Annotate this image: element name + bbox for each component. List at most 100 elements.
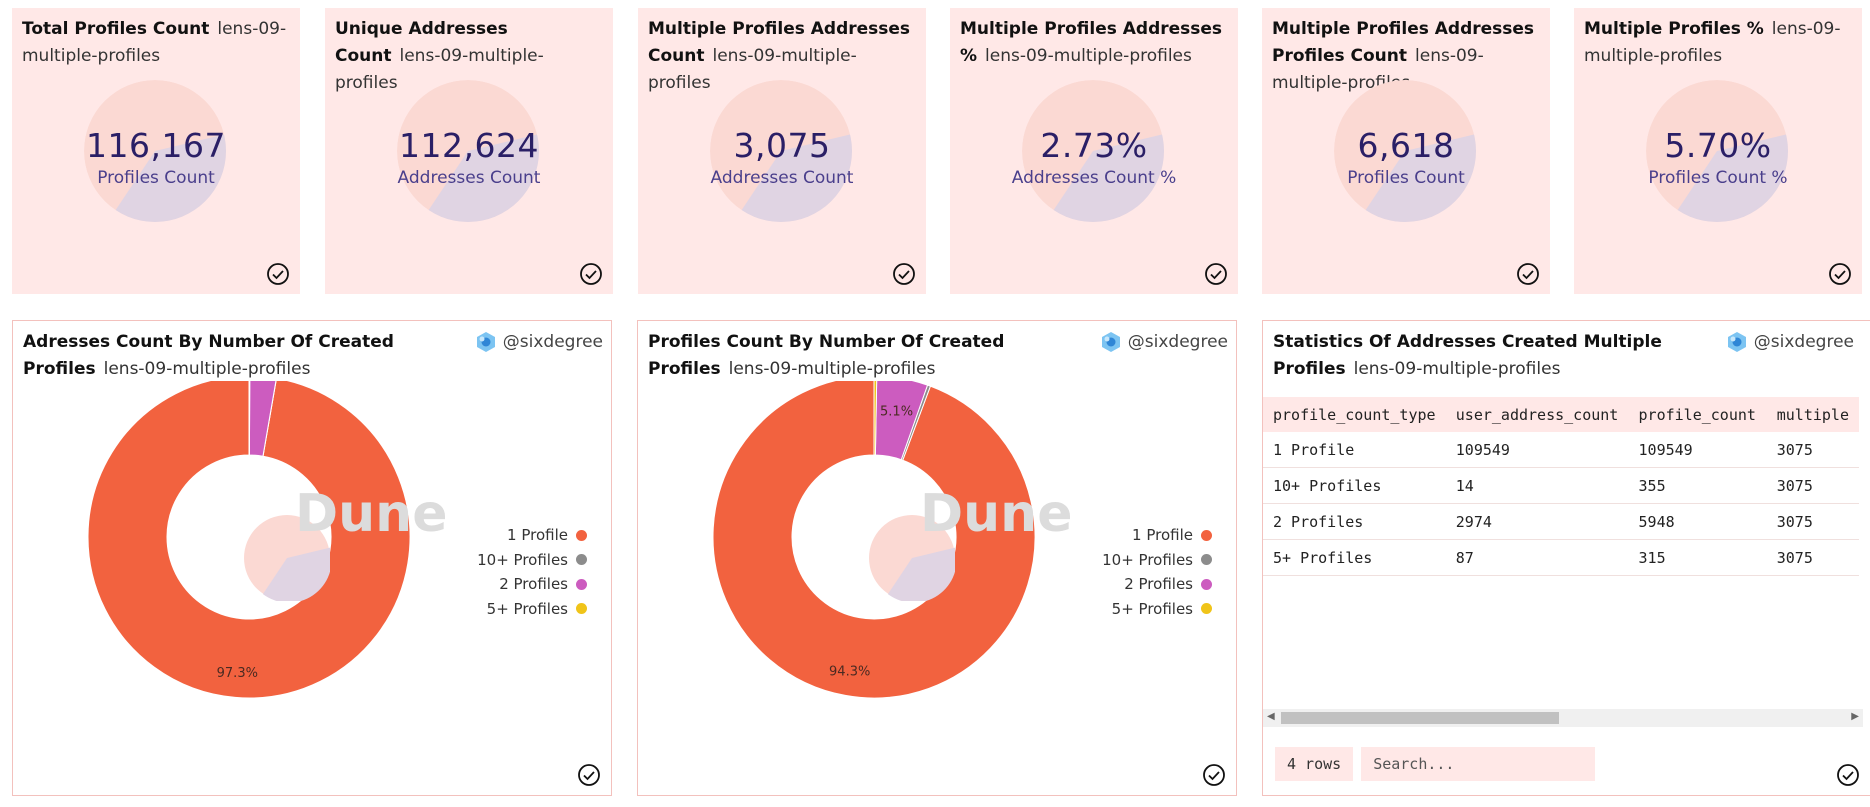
data-label: 97.3%	[217, 666, 258, 681]
table-row[interactable]: 1 Profile 109549 109549 3075	[1263, 432, 1859, 468]
legend-label: 10+ Profiles	[477, 550, 568, 569]
table-cell: 14	[1445, 467, 1629, 504]
table-row[interactable]: 2 Profiles 2974 5948 3075	[1263, 503, 1859, 540]
card-title[interactable]: Multiple Profiles % lens-09-multiple-prof…	[1584, 16, 1854, 70]
check-circle-icon[interactable]	[1204, 262, 1228, 286]
table-cell: 3075	[1766, 467, 1859, 504]
scrollbar-thumb[interactable]	[1281, 712, 1559, 724]
legend-item[interactable]: 5+ Profiles	[477, 597, 587, 622]
donut-slice-1-profile[interactable]	[87, 381, 411, 699]
table-cell: 87	[1445, 539, 1629, 576]
counter-card-multiple-profiles-addresses-pct: Multiple Profiles Addresses % lens-09-mul…	[950, 8, 1238, 294]
query-name-link[interactable]: lens-09-multiple-profiles	[103, 359, 311, 379]
card-title-text: Multiple Profiles Addresses %	[960, 19, 1223, 66]
card-title-text: Profiles Count By Number Of Created Prof…	[648, 332, 1005, 379]
card-title-text: Multiple Profiles Addresses Profiles Cou…	[1272, 19, 1535, 66]
legend-item[interactable]: 10+ Profiles	[477, 548, 587, 573]
query-name-link[interactable]: lens-09-multiple-profiles	[985, 46, 1192, 66]
card-title[interactable]: Profiles Count By Number Of Created Prof…	[648, 329, 1118, 383]
owner-link[interactable]: @sixdegree	[470, 331, 603, 353]
legend-item[interactable]: 5+ Profiles	[1102, 597, 1212, 622]
counter-label: Profiles Count	[97, 168, 215, 188]
check-circle-icon[interactable]	[892, 262, 916, 286]
column-header[interactable]: profile_count	[1628, 397, 1767, 432]
data-table: profile_count_type user_address_count pr…	[1263, 397, 1859, 576]
legend-dot	[576, 554, 587, 566]
card-title[interactable]: Statistics Of Addresses Created Multiple…	[1273, 329, 1713, 383]
table-cell: 2974	[1445, 503, 1629, 540]
query-name-link[interactable]: lens-09-multiple-profiles	[1353, 359, 1561, 379]
card-title[interactable]: Adresses Count By Number Of Created Prof…	[23, 329, 503, 383]
scroll-right-arrow-icon[interactable]: ▶	[1851, 711, 1859, 722]
check-circle-icon[interactable]	[579, 262, 603, 286]
owner-link[interactable]: @sixdegree	[1721, 331, 1854, 353]
avatar-icon	[475, 331, 497, 353]
scroll-left-arrow-icon[interactable]: ◀	[1267, 711, 1275, 722]
table-cell: 3075	[1766, 503, 1859, 540]
donut-slice-5-profiles[interactable]	[248, 381, 251, 456]
card-title-text: Total Profiles Count	[22, 19, 210, 39]
row-count-badge: 4 rows	[1275, 747, 1354, 781]
counter-card-multiple-profiles-addresses: Multiple Profiles Addresses Count lens-09…	[638, 8, 926, 294]
query-name-link[interactable]: lens-09-multiple-profiles	[22, 19, 287, 66]
counter-value: 116,167	[86, 126, 226, 165]
table-footer: 4 rows	[1275, 747, 1596, 781]
table-panel-statistics: Statistics Of Addresses Created Multiple…	[1262, 320, 1870, 796]
check-circle-icon[interactable]	[1202, 763, 1226, 787]
column-header[interactable]: profile_count_type	[1263, 397, 1446, 432]
donut-slices: 97.3%	[87, 381, 411, 699]
counter-value: 5.70%	[1664, 126, 1772, 165]
check-circle-icon[interactable]	[1516, 262, 1540, 286]
legend-item[interactable]: 1 Profile	[1102, 523, 1212, 548]
table-cell: 3075	[1766, 432, 1859, 468]
table-cell: 315	[1628, 539, 1767, 576]
data-label: 5.1%	[880, 405, 913, 420]
card-title[interactable]: Unique Addresses Count lens-09-multiple-p…	[335, 16, 605, 97]
owner-name: @sixdegree	[502, 332, 603, 352]
legend-item[interactable]: 2 Profiles	[477, 572, 587, 597]
counter-value: 2.73%	[1040, 126, 1148, 165]
legend-item[interactable]: 1 Profile	[477, 523, 587, 548]
card-title-text: Adresses Count By Number Of Created Prof…	[23, 332, 394, 379]
table-cell: 2 Profiles	[1263, 503, 1446, 540]
card-title[interactable]: Multiple Profiles Addresses % lens-09-mul…	[960, 16, 1230, 70]
table-row[interactable]: 10+ Profiles 14 355 3075	[1263, 467, 1859, 504]
legend-dot	[1201, 603, 1212, 615]
counter-card-multiple-profiles-addresses-profiles: Multiple Profiles Addresses Profiles Cou…	[1262, 8, 1550, 294]
donut-slice-5-profiles[interactable]	[873, 381, 878, 456]
counter-value: 6,618	[1357, 126, 1455, 165]
legend-dot	[1201, 529, 1212, 541]
table-row[interactable]: 5+ Profiles 87 315 3075	[1263, 539, 1859, 576]
watermark: Dune	[920, 484, 1072, 544]
donut-slices: 94.3% 5.1%	[712, 381, 1036, 699]
check-circle-icon[interactable]	[1828, 262, 1852, 286]
donut-slice-1-profile[interactable]	[712, 381, 1036, 699]
column-header[interactable]: user_address_count	[1445, 397, 1629, 432]
horizontal-scrollbar[interactable]: ◀ ▶	[1263, 709, 1863, 727]
counter-value: 3,075	[733, 126, 831, 165]
counter-label: Profiles Count %	[1648, 168, 1788, 188]
check-circle-icon[interactable]	[577, 763, 601, 787]
check-circle-icon[interactable]	[266, 262, 290, 286]
counter-label: Addresses Count	[710, 168, 854, 188]
counter-label: Addresses Count	[397, 168, 541, 188]
table-search-input[interactable]	[1361, 747, 1596, 781]
query-name-link[interactable]: lens-09-multiple-profiles	[335, 46, 544, 93]
legend-item[interactable]: 2 Profiles	[1102, 572, 1212, 597]
card-title[interactable]: Multiple Profiles Addresses Count lens-09…	[648, 16, 918, 97]
legend-item[interactable]: 10+ Profiles	[1102, 548, 1212, 573]
query-name-link[interactable]: lens-09-multiple-profiles	[1584, 19, 1841, 66]
card-title[interactable]: Total Profiles Count lens-09-multiple-pro…	[22, 16, 292, 70]
chart-legend: 1 Profile 10+ Profiles 2 Profiles 5+ Pro…	[477, 523, 587, 621]
legend-label: 1 Profile	[507, 526, 568, 545]
query-name-link[interactable]: lens-09-multiple-profiles	[728, 359, 936, 379]
query-name-link[interactable]: lens-09-multiple-profiles	[648, 46, 857, 93]
column-header[interactable]: multiple	[1766, 397, 1859, 432]
card-title-text: Multiple Profiles Addresses Count	[648, 19, 911, 66]
counter-card-multiple-profiles-pct: Multiple Profiles % lens-09-multiple-prof…	[1574, 8, 1862, 294]
owner-name: @sixdegree	[1753, 332, 1854, 352]
check-circle-icon[interactable]	[1836, 763, 1860, 787]
counter-card-unique-addresses: Unique Addresses Count lens-09-multiple-p…	[325, 8, 613, 294]
legend-label: 5+ Profiles	[1111, 599, 1193, 618]
owner-link[interactable]: @sixdegree	[1095, 331, 1228, 353]
